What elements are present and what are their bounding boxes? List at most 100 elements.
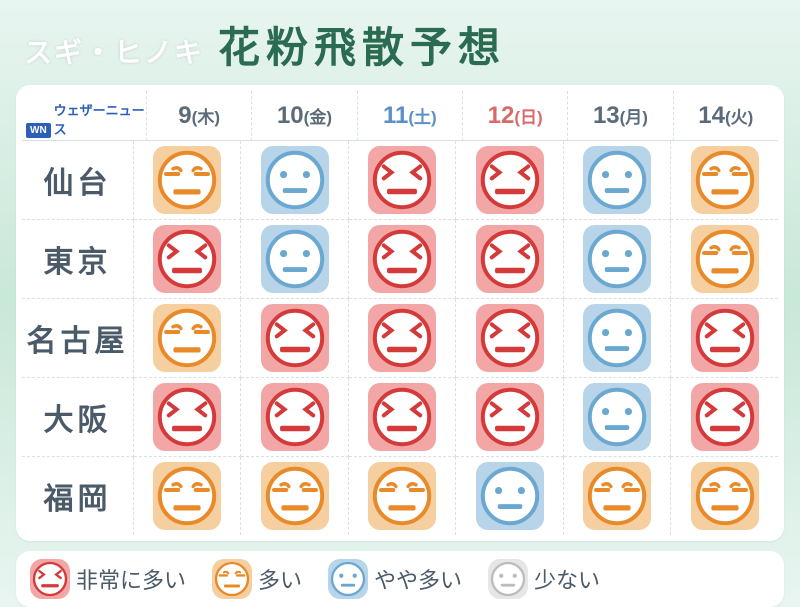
forecast-cell bbox=[349, 141, 457, 220]
city-row: 東京 bbox=[22, 220, 778, 299]
forecast-cell bbox=[564, 299, 672, 378]
pollen-face-icon bbox=[476, 462, 544, 530]
logo-text: ウェザーニュース bbox=[54, 100, 146, 138]
pollen-face-icon bbox=[691, 304, 759, 372]
forecast-cell bbox=[671, 378, 778, 457]
pollen-face-icon bbox=[368, 146, 436, 214]
forecast-cell bbox=[671, 220, 778, 299]
header-row: WN ウェザーニュース 9(木)10(金)11(土)12(日)13(月)14(火… bbox=[22, 91, 778, 141]
forecast-cell bbox=[349, 299, 457, 378]
pollen-face-icon bbox=[368, 462, 436, 530]
city-label: 福岡 bbox=[22, 457, 134, 535]
pollen-face-icon bbox=[368, 304, 436, 372]
day-number: 9 bbox=[178, 102, 191, 130]
pollen-face-icon bbox=[261, 304, 329, 372]
forecast-cell bbox=[241, 299, 349, 378]
pollen-face-icon bbox=[476, 146, 544, 214]
pollen-face-icon bbox=[583, 383, 651, 451]
forecast-cell bbox=[349, 220, 457, 299]
pollen-face-icon bbox=[30, 559, 70, 599]
day-number: 13 bbox=[593, 102, 620, 130]
forecast-cell bbox=[134, 299, 242, 378]
day-header: 14(火) bbox=[674, 91, 778, 141]
forecast-cell bbox=[241, 141, 349, 220]
day-of-week: (土) bbox=[408, 103, 436, 128]
pollen-forecast-card: スギ・ヒノキ 花粉飛散予想 WN ウェザーニュース 9(木)10(金)11(土)… bbox=[0, 0, 800, 600]
pollen-face-icon bbox=[488, 559, 528, 599]
forecast-cell bbox=[671, 457, 778, 535]
day-header: 13(月) bbox=[568, 91, 673, 141]
city-row: 福岡 bbox=[22, 457, 778, 535]
pollen-face-icon bbox=[583, 225, 651, 293]
legend-panel: 非常に多い 多い やや多い 少ない bbox=[16, 551, 784, 607]
forecast-cell bbox=[564, 457, 672, 535]
title-prefix: スギ・ヒノキ bbox=[24, 31, 204, 71]
logo-cell: WN ウェザーニュース bbox=[22, 91, 147, 141]
day-number: 10 bbox=[277, 102, 304, 130]
forecast-grid: WN ウェザーニュース 9(木)10(金)11(土)12(日)13(月)14(火… bbox=[16, 85, 784, 541]
pollen-face-icon bbox=[153, 225, 221, 293]
forecast-cell bbox=[241, 220, 349, 299]
pollen-face-icon bbox=[153, 383, 221, 451]
legend-item: 非常に多い bbox=[30, 559, 204, 599]
legend-label: 少ない bbox=[534, 563, 600, 595]
pollen-face-icon bbox=[261, 462, 329, 530]
day-number: 12 bbox=[488, 102, 515, 130]
pollen-face-icon bbox=[328, 559, 368, 599]
pollen-face-icon bbox=[368, 383, 436, 451]
city-label: 大阪 bbox=[22, 378, 134, 457]
legend-item: 多い bbox=[212, 559, 320, 599]
pollen-face-icon bbox=[261, 383, 329, 451]
forecast-cell bbox=[456, 141, 564, 220]
pollen-face-icon bbox=[261, 225, 329, 293]
day-number: 11 bbox=[383, 102, 408, 130]
forecast-cell bbox=[456, 378, 564, 457]
pollen-face-icon bbox=[261, 146, 329, 214]
city-row: 名古屋 bbox=[22, 299, 778, 378]
city-label: 仙台 bbox=[22, 141, 134, 220]
pollen-face-icon bbox=[153, 304, 221, 372]
pollen-face-icon bbox=[476, 383, 544, 451]
pollen-face-icon bbox=[212, 559, 252, 599]
forecast-cell bbox=[134, 457, 242, 535]
legend-label: やや多い bbox=[374, 563, 462, 595]
day-of-week: (木) bbox=[192, 103, 220, 128]
pollen-face-icon bbox=[583, 304, 651, 372]
pollen-face-icon bbox=[691, 146, 759, 214]
pollen-face-icon bbox=[153, 462, 221, 530]
forecast-cell bbox=[564, 141, 672, 220]
title-main: 花粉飛散予想 bbox=[218, 14, 506, 75]
forecast-cell bbox=[456, 299, 564, 378]
pollen-face-icon bbox=[691, 383, 759, 451]
title-row: スギ・ヒノキ 花粉飛散予想 bbox=[16, 12, 784, 85]
legend-label: 多い bbox=[258, 563, 302, 595]
forecast-cell bbox=[671, 141, 778, 220]
day-header: 9(木) bbox=[147, 91, 252, 141]
logo-badge: WN bbox=[26, 123, 51, 138]
pollen-face-icon bbox=[583, 462, 651, 530]
forecast-cell bbox=[241, 457, 349, 535]
forecast-cell bbox=[671, 299, 778, 378]
pollen-face-icon bbox=[691, 462, 759, 530]
pollen-face-icon bbox=[153, 146, 221, 214]
forecast-cell bbox=[349, 457, 457, 535]
pollen-face-icon bbox=[583, 146, 651, 214]
legend-label: 非常に多い bbox=[76, 563, 186, 595]
forecast-cell bbox=[241, 378, 349, 457]
legend-item: 少ない bbox=[488, 559, 618, 599]
day-header: 11(土) bbox=[358, 91, 463, 141]
city-row: 大阪 bbox=[22, 378, 778, 457]
forecast-cell bbox=[134, 141, 242, 220]
forecast-cell bbox=[456, 220, 564, 299]
pollen-face-icon bbox=[691, 225, 759, 293]
day-of-week: (火) bbox=[725, 103, 753, 128]
forecast-cell bbox=[134, 220, 242, 299]
pollen-face-icon bbox=[476, 225, 544, 293]
day-of-week: (金) bbox=[304, 103, 332, 128]
city-row: 仙台 bbox=[22, 141, 778, 220]
day-of-week: (日) bbox=[514, 103, 542, 128]
forecast-cell bbox=[349, 378, 457, 457]
day-header: 12(日) bbox=[463, 91, 568, 141]
forecast-cell bbox=[456, 457, 564, 535]
day-header: 10(金) bbox=[252, 91, 357, 141]
